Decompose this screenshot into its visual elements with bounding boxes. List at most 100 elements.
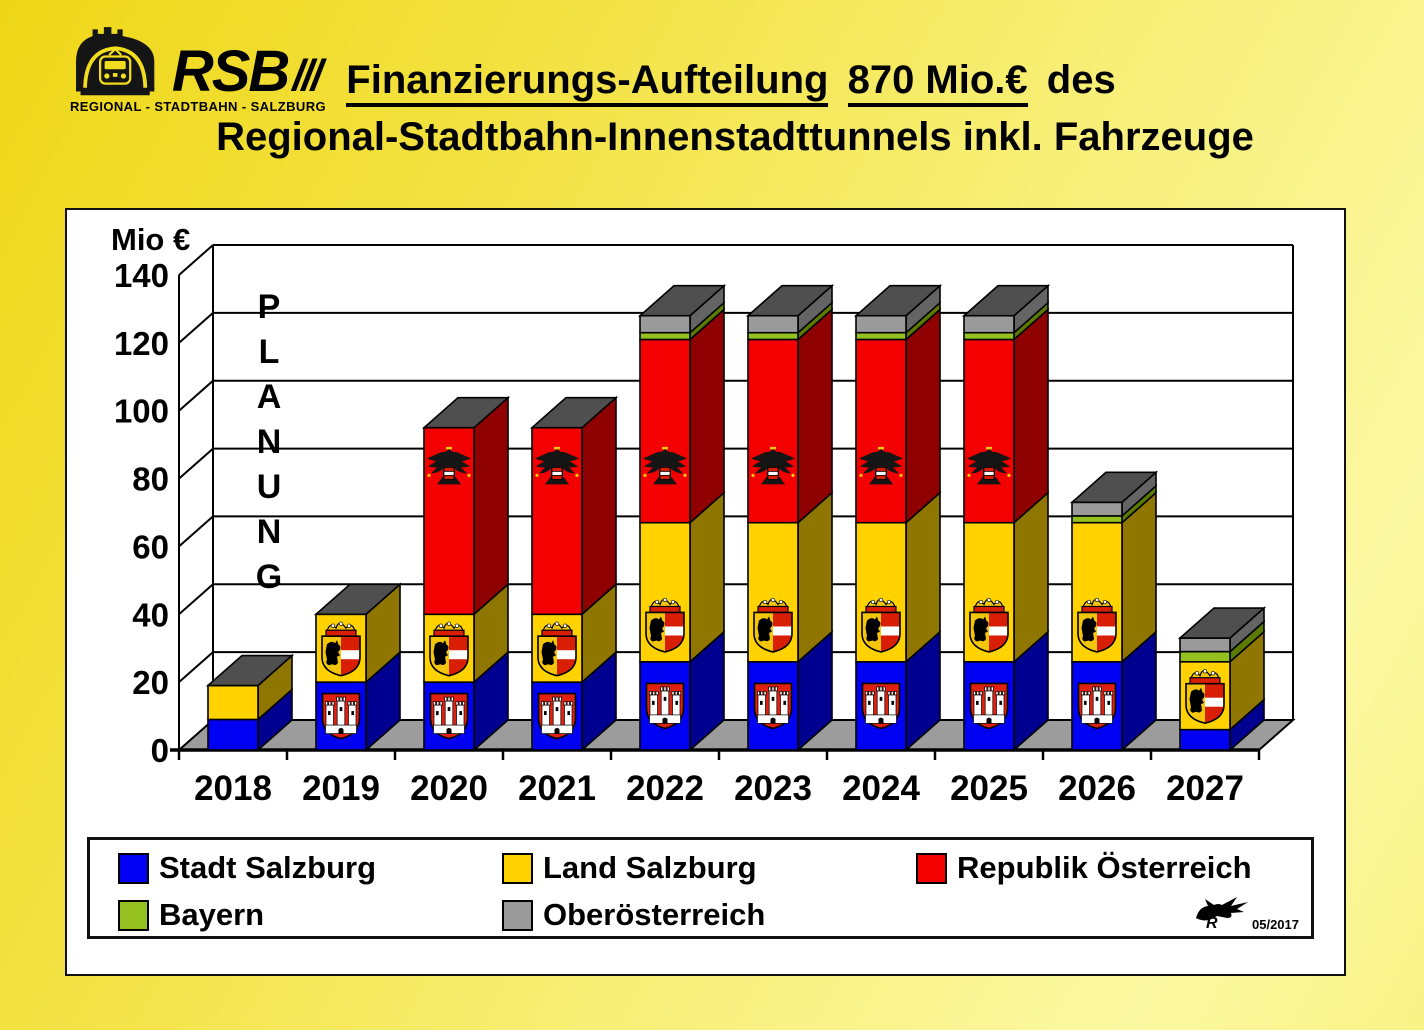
land-salzburg-coat-of-arms-icon xyxy=(646,598,684,652)
slide-title-line2: Regional-Stadtbahn-Innenstadttunnels ink… xyxy=(216,115,1254,159)
bar-segment-side xyxy=(797,307,833,525)
bar-segment-2025 xyxy=(963,314,1015,334)
bar-segment-side xyxy=(905,307,941,525)
rsb-logo-caption: REGIONAL - STADTBAHN - SALZBURG xyxy=(70,99,327,114)
bar-segment-2022 xyxy=(639,338,691,524)
stadt-salzburg-coat-of-arms-icon xyxy=(861,682,901,730)
legend-label: Oberösterreich xyxy=(543,897,766,932)
slide-title: Finanzierungs-Aufteilung 870 Mio.€ des R… xyxy=(150,52,1320,166)
legend-item-2: Land Salzburg xyxy=(502,850,757,886)
planung-watermark-letter: L xyxy=(259,333,280,371)
bar-2023 xyxy=(745,283,835,752)
rsb-logo: RSB /// REGIONAL - STADTBAHN - SALZBURG xyxy=(70,20,327,114)
author-signature: R 05/2017 xyxy=(1188,894,1299,932)
y-tick-label: 80 xyxy=(132,461,169,498)
x-tick-label: 2025 xyxy=(950,769,1028,808)
bar-segment-side xyxy=(1013,307,1049,525)
bar-top-face xyxy=(205,654,295,687)
y-tick-label: 140 xyxy=(114,257,169,294)
bar-segment-2027 xyxy=(1179,728,1231,751)
stadt-salzburg-coat-of-arms-icon xyxy=(537,692,577,740)
land-salzburg-coat-of-arms-icon xyxy=(322,622,360,676)
bar-segment-side xyxy=(473,395,509,617)
bar-top-face xyxy=(1069,471,1159,504)
legend-swatch xyxy=(118,899,149,931)
rsb-logo-text: RSB xyxy=(171,38,290,104)
land-salzburg-coat-of-arms-icon xyxy=(1078,598,1116,652)
bar-segment-2024 xyxy=(855,331,907,341)
stadt-salzburg-coat-of-arms-icon xyxy=(645,682,685,730)
legend-swatch xyxy=(502,852,533,884)
bar-2026 xyxy=(1069,470,1159,752)
bar-segment-2023 xyxy=(747,314,799,334)
stadt-salzburg-coat-of-arms-icon xyxy=(753,682,793,730)
bar-segment-2027 xyxy=(1179,650,1231,663)
title-part-underlined-1: Finanzierungs-Aufteilung xyxy=(346,58,829,107)
y-tick-label: 120 xyxy=(114,325,169,362)
legend-label: Land Salzburg xyxy=(543,850,757,885)
x-tick-label: 2020 xyxy=(410,769,488,808)
bar-2020 xyxy=(421,395,511,752)
svg-text:R: R xyxy=(1206,915,1218,932)
bar-segment-2025 xyxy=(963,331,1015,341)
x-tick-label: 2019 xyxy=(302,769,380,808)
y-axis-unit-label: Mio € xyxy=(111,222,190,257)
rsb-train-tunnel-icon xyxy=(76,27,155,96)
land-salzburg-coat-of-arms-icon xyxy=(538,622,576,676)
x-tick-label: 2018 xyxy=(194,769,272,808)
y-tick-label: 40 xyxy=(132,596,169,633)
bar-segment-2025 xyxy=(963,338,1015,524)
bar-2025 xyxy=(961,283,1051,752)
bar-top-face xyxy=(1177,607,1267,639)
bar-2019 xyxy=(313,582,403,752)
bar-segment-2026 xyxy=(1071,515,1123,524)
title-part-rest: des xyxy=(1046,58,1116,102)
legend-item-5: Oberösterreich xyxy=(502,897,765,933)
chart-panel: 0 20 40 60 80 100 120 140 Mio € P L A N U N G 2018 2019 20… xyxy=(65,208,1346,976)
x-tick-label: 2022 xyxy=(626,769,704,808)
bar-segment-side xyxy=(581,395,617,617)
planung-watermark-letter: G xyxy=(256,558,282,596)
planung-watermark-letter: N xyxy=(257,423,282,461)
bar-segment-2022 xyxy=(639,314,691,334)
bar-segment-2023 xyxy=(747,338,799,524)
x-tick-label: 2027 xyxy=(1166,769,1244,808)
legend-item-1: Stadt Salzburg xyxy=(118,850,376,886)
bar-top-face xyxy=(529,396,619,429)
stadt-salzburg-coat-of-arms-icon xyxy=(1077,682,1117,730)
slide-title-line1: Finanzierungs-Aufteilung 870 Mio.€ des xyxy=(150,52,1320,109)
bar-2024 xyxy=(853,283,943,752)
bar-segment-2027 xyxy=(1179,637,1231,653)
signature-fox-sketch-icon: R xyxy=(1196,897,1248,932)
bar-2027 xyxy=(1177,606,1267,752)
legend-swatch xyxy=(118,852,149,884)
signature-date: 05/2017 xyxy=(1252,917,1299,932)
bar-2022 xyxy=(637,283,727,752)
rsb-logo-slashes: /// xyxy=(292,51,323,101)
bar-top-face xyxy=(853,284,943,317)
bar-top-face xyxy=(745,284,835,317)
bar-segment-2024 xyxy=(855,338,907,524)
bar-segment-2024 xyxy=(855,314,907,334)
bar-top-face xyxy=(637,284,727,317)
bar-segment-2018 xyxy=(207,684,259,721)
x-tick-label: 2023 xyxy=(734,769,812,808)
stadt-salzburg-coat-of-arms-icon xyxy=(429,692,469,740)
bar-top-face xyxy=(421,396,511,429)
chart-legend: Stadt Salzburg Land Salzburg Republik Öste… xyxy=(87,837,1314,939)
land-salzburg-coat-of-arms-icon xyxy=(1186,669,1224,723)
land-salzburg-coat-of-arms-icon xyxy=(754,598,792,652)
bar-segment-side xyxy=(689,307,725,525)
y-tick-label: 20 xyxy=(132,664,169,701)
x-tick-label: 2026 xyxy=(1058,769,1136,808)
bar-top-face xyxy=(313,583,403,616)
planung-watermark-letter: U xyxy=(257,468,282,506)
planung-watermark-letter: N xyxy=(257,513,282,551)
planung-watermark-letter: A xyxy=(257,378,282,416)
land-salzburg-coat-of-arms-icon xyxy=(430,622,468,676)
legend-swatch xyxy=(916,852,947,884)
bar-segment-2018 xyxy=(207,718,259,751)
legend-label: Bayern xyxy=(159,897,265,932)
stadt-salzburg-coat-of-arms-icon xyxy=(321,692,361,740)
